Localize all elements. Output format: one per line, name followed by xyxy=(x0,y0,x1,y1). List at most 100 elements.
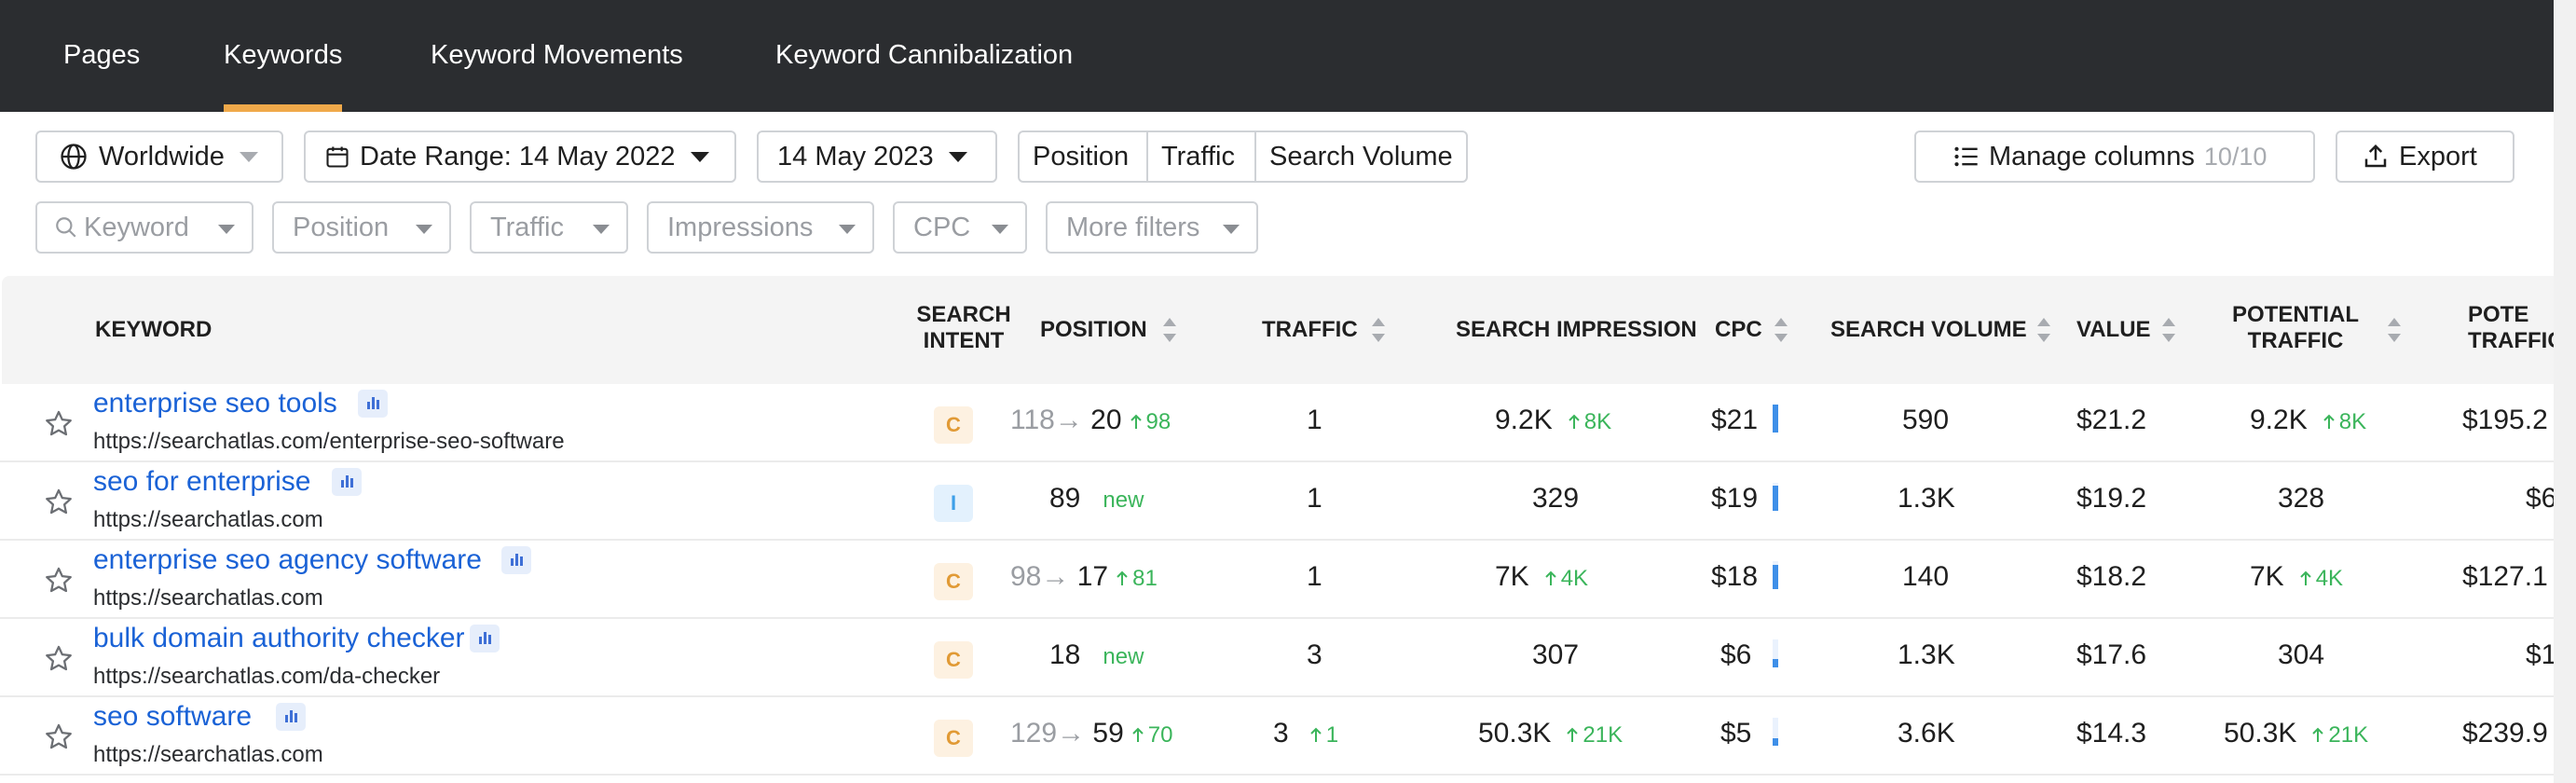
arrow-up-icon xyxy=(2312,727,2324,742)
keyword-link[interactable]: bulk domain authority checker xyxy=(93,623,465,653)
sort-icon[interactable] xyxy=(1163,318,1176,342)
col-potential-traffic[interactable]: POTENTIAL TRAFFIC xyxy=(2226,302,2365,354)
cpc-level-bar xyxy=(1773,639,1778,667)
cpc-filter-label: CPC xyxy=(913,212,971,242)
star-icon[interactable] xyxy=(43,487,75,518)
potential-traffic-change: 21K xyxy=(2328,722,2369,748)
keyword-link[interactable]: enterprise seo agency software xyxy=(93,544,482,575)
cpc-value: $6 xyxy=(1720,639,1752,670)
potential-value-value: $6 xyxy=(2526,483,2557,514)
star-icon[interactable] xyxy=(43,408,75,440)
keyword-filter[interactable]: Keyword xyxy=(35,201,253,254)
impressions-filter-label: Impressions xyxy=(667,212,814,242)
tab-keyword-cannibalization[interactable]: Keyword Cannibalization xyxy=(775,40,1074,70)
sort-icon[interactable] xyxy=(2388,318,2401,342)
sort-icon[interactable] xyxy=(1372,318,1385,342)
manage-columns-button[interactable]: Manage columns 10/10 xyxy=(1914,130,2315,183)
more-filters-button[interactable]: More filters xyxy=(1046,201,1258,254)
keyword-chart-button[interactable] xyxy=(332,468,362,496)
potential-traffic-change: 8K xyxy=(2338,409,2367,434)
keyword-link[interactable]: seo for enterprise xyxy=(93,466,311,497)
star-icon[interactable] xyxy=(43,721,75,753)
search-volume-value: 590 xyxy=(1901,405,1950,435)
chevron-down-icon xyxy=(416,225,432,234)
keyword-chart-button[interactable] xyxy=(358,390,388,418)
arrow-up-icon xyxy=(1132,727,1144,742)
date-range-label: Date Range: 14 May 2022 xyxy=(360,141,676,172)
keyword-chart-button[interactable] xyxy=(501,546,531,574)
col-potential-value[interactable]: POTE TRAFFIC xyxy=(2468,302,2564,354)
potential-value-value: $195.2 xyxy=(2462,405,2548,435)
current-position: 59 xyxy=(1092,718,1124,749)
current-position: 18 xyxy=(1049,639,1081,670)
col-cpc[interactable]: CPC xyxy=(1715,317,1762,342)
arrow-right-icon: → xyxy=(1054,405,1083,435)
vertical-scrollbar[interactable] xyxy=(2554,0,2576,783)
potential-traffic-cell: 7K 4K xyxy=(2250,561,2343,593)
table-row: bulk domain authority checker https://sea… xyxy=(0,619,2576,697)
search-icon xyxy=(56,217,76,238)
segment-traffic[interactable]: Traffic xyxy=(1148,132,1256,181)
cpc-level-fill xyxy=(1773,486,1778,511)
col-search-intent[interactable]: SEARCH INTENT xyxy=(912,302,1015,354)
col-potential-traffic-line2: TRAFFIC xyxy=(2247,328,2344,353)
sort-icon[interactable] xyxy=(2037,318,2050,342)
chevron-down-icon xyxy=(593,225,610,234)
tab-pages[interactable]: Pages xyxy=(63,40,141,70)
upload-icon xyxy=(2364,144,2387,168)
cpc-value: $19 xyxy=(1711,483,1759,514)
traffic-filter[interactable]: Traffic xyxy=(470,201,628,254)
cpc-value: $5 xyxy=(1720,718,1752,749)
keyword-link[interactable]: enterprise seo tools xyxy=(93,388,337,419)
cpc-filter[interactable]: CPC xyxy=(893,201,1027,254)
impressions-filter[interactable]: Impressions xyxy=(647,201,874,254)
bar-chart-icon xyxy=(341,475,353,488)
col-traffic[interactable]: TRAFFIC xyxy=(1262,317,1358,342)
star-icon[interactable] xyxy=(43,643,75,675)
cpc-level-bar xyxy=(1773,718,1778,746)
col-position[interactable]: POSITION xyxy=(1040,317,1147,342)
position-change: new xyxy=(1103,488,1144,513)
position-cell: 98→ 17 81 xyxy=(1010,561,1158,593)
calendar-icon xyxy=(326,146,349,168)
traffic-value: 1 xyxy=(1307,561,1322,592)
globe-icon xyxy=(61,144,87,170)
keyword-link[interactable]: seo software xyxy=(93,701,253,732)
date-range-end-select[interactable]: 14 May 2023 xyxy=(757,130,997,183)
impression-change: 8K xyxy=(1583,409,1612,434)
potential-value-value: $1 xyxy=(2526,639,2557,670)
position-filter[interactable]: Position xyxy=(272,201,451,254)
col-search-volume[interactable]: SEARCH VOLUME xyxy=(1830,317,2027,342)
potential-value-value: $239.9 xyxy=(2462,718,2548,749)
position-change: 70 xyxy=(1147,722,1173,748)
sort-icon[interactable] xyxy=(2162,318,2175,342)
sort-icon[interactable] xyxy=(1774,318,1788,342)
tab-keywords[interactable]: Keywords xyxy=(224,0,343,112)
cpc-value: $21 xyxy=(1711,405,1759,435)
keyword-chart-button[interactable] xyxy=(470,625,500,652)
intent-badge: I xyxy=(934,485,973,522)
keyword-url: https://searchatlas.com xyxy=(93,507,323,532)
arrow-up-icon xyxy=(1130,414,1142,429)
chevron-down-icon xyxy=(1223,225,1240,234)
arrow-up-icon xyxy=(1117,570,1128,585)
segment-position[interactable]: Position xyxy=(1020,132,1148,181)
tab-keyword-movements[interactable]: Keyword Movements xyxy=(431,40,683,70)
export-button[interactable]: Export xyxy=(2336,130,2514,183)
col-value[interactable]: VALUE xyxy=(2076,317,2151,342)
date-range-start-select[interactable]: Date Range: 14 May 2022 xyxy=(304,130,736,183)
potential-traffic-value: 9.2K xyxy=(2250,405,2308,435)
keyword-chart-button[interactable] xyxy=(276,703,306,731)
col-potential-value-line2: TRAFFIC xyxy=(2468,328,2564,353)
star-icon[interactable] xyxy=(43,565,75,597)
col-search-impression[interactable]: SEARCH IMPRESSION xyxy=(1456,317,1697,342)
list-icon xyxy=(1954,146,1978,167)
value-value: $17.6 xyxy=(2076,639,2147,670)
segment-search-volume[interactable]: Search Volume xyxy=(1269,141,1453,172)
location-select[interactable]: Worldwide xyxy=(35,130,283,183)
potential-traffic-value: 7K xyxy=(2250,561,2284,592)
table-header: KEYWORD SEARCH INTENT POSITION TRAFFIC S… xyxy=(2,276,2576,384)
col-keyword[interactable]: KEYWORD xyxy=(95,317,212,342)
cpc-level-bar xyxy=(1773,483,1778,511)
